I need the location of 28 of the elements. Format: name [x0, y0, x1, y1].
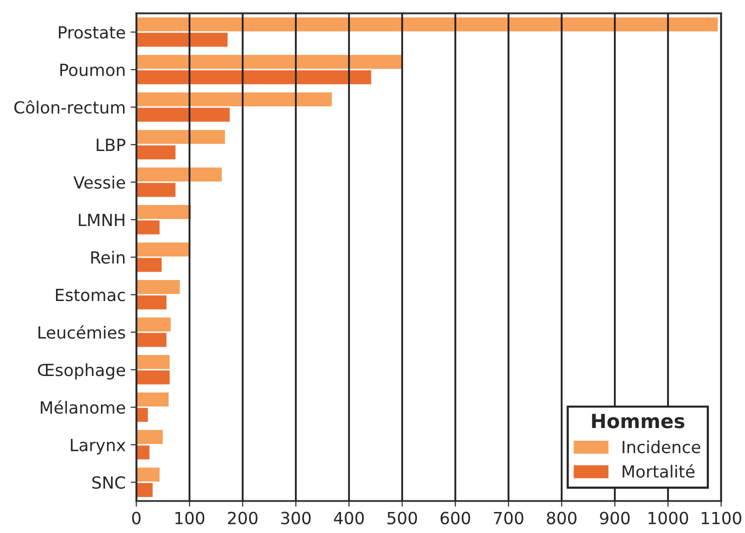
x-tick-label: 700: [494, 512, 524, 524]
y-tick-label: Leucémies: [38, 325, 126, 339]
y-tick-label: Côlon-rectum: [14, 100, 125, 114]
y-tick-label: Vessie: [73, 176, 126, 189]
y-tick-label: Œsophage: [38, 363, 126, 380]
y-tick-label: Prostate: [58, 26, 126, 39]
x-tick-label: 300: [281, 512, 311, 524]
y-tick-label: Mélanome: [40, 400, 126, 414]
y-tick-label: LMNH: [78, 214, 124, 226]
legend-label: Mortalité: [622, 464, 694, 478]
x-tick-label: 200: [228, 512, 258, 524]
y-tick-label: SNC: [92, 476, 126, 489]
x-tick-label: 0: [132, 512, 141, 524]
x-tick-label: 900: [600, 512, 630, 524]
y-tick-label: LBP: [96, 138, 126, 151]
x-tick-label: 500: [388, 512, 417, 524]
legend-title: Hommes: [592, 414, 684, 428]
y-tick-label: Rein: [91, 250, 125, 264]
x-tick-label: 600: [440, 512, 470, 524]
y-tick-label: Estomac: [56, 288, 125, 302]
y-tick-label: Poumon: [60, 64, 125, 76]
legend-label: Incidence: [622, 440, 700, 454]
x-tick-label: 1000: [648, 512, 688, 524]
x-tick-label: 800: [546, 512, 576, 524]
x-tick-label: 400: [334, 512, 364, 524]
x-tick-label: 1100: [702, 512, 742, 524]
y-tick-label: Larynx: [70, 438, 126, 455]
x-tick-label: 100: [175, 512, 204, 524]
